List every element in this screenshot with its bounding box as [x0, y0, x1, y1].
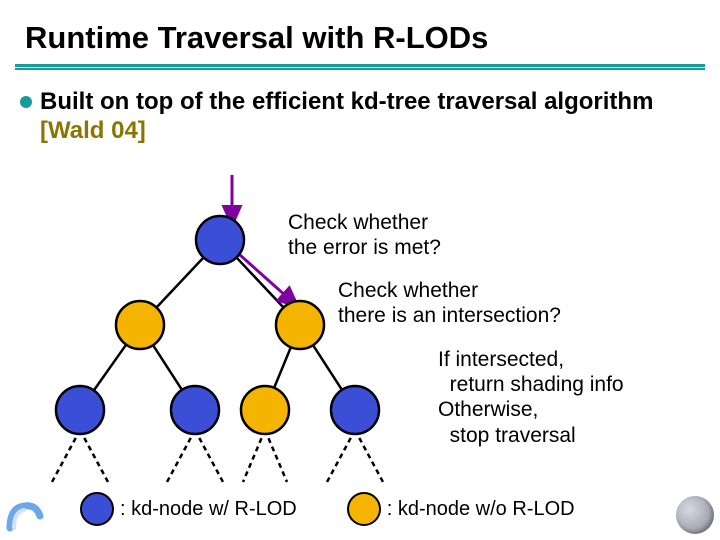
kd-node-without-rlod — [276, 301, 324, 349]
legend-item-without-rlod: : kd-node w/o R-LOD — [347, 492, 575, 526]
kd-node-with-rlod — [331, 386, 379, 434]
annot-check-intersect: Check whether there is an intersection? — [338, 278, 561, 328]
tree-edge-dashed — [265, 430, 287, 482]
kd-node-without-rlod — [116, 301, 164, 349]
logo-right-icon — [676, 496, 714, 534]
tree-diagram: Check whether the error is met? Check wh… — [0, 175, 720, 485]
bullet-dot-icon — [20, 96, 32, 108]
bullet-citation: [Wald 04] — [40, 117, 146, 144]
kd-node-with-rlod — [196, 216, 244, 264]
tree-edge-dashed — [195, 430, 223, 482]
annot-check-error: Check whether the error is met? — [288, 210, 441, 260]
kd-node-with-rlod — [56, 386, 104, 434]
kd-node-with-rlod — [171, 386, 219, 434]
tree-edge-dashed — [243, 430, 265, 482]
legend-label-with: : kd-node w/ R-LOD — [120, 498, 297, 521]
traversal-arrow — [240, 255, 296, 305]
tree-edge-dashed — [52, 430, 80, 482]
tree-edge-dashed — [80, 430, 108, 482]
legend-swatch-with-icon — [80, 492, 114, 526]
logo-left-icon — [6, 498, 46, 534]
bullet-text-main: Built on top of the efficient kd-tree tr… — [40, 88, 653, 115]
tree-edge-dashed — [167, 430, 195, 482]
tree-edge-dashed — [355, 430, 383, 482]
page-title: Runtime Traversal with R-LODs — [0, 0, 720, 64]
legend-item-with-rlod: : kd-node w/ R-LOD — [80, 492, 297, 526]
annot-result: If intersected, return shading info Othe… — [438, 347, 624, 448]
bullet-text: Built on top of the efficient kd-tree tr… — [40, 88, 690, 146]
kd-node-without-rlod — [241, 386, 289, 434]
legend-swatch-without-icon — [347, 492, 381, 526]
bullet-item: Built on top of the efficient kd-tree tr… — [0, 70, 720, 146]
legend-label-without: : kd-node w/o R-LOD — [387, 498, 575, 521]
legend: : kd-node w/ R-LOD : kd-node w/o R-LOD — [80, 492, 700, 526]
tree-edge-dashed — [327, 430, 355, 482]
title-underline — [15, 64, 705, 70]
